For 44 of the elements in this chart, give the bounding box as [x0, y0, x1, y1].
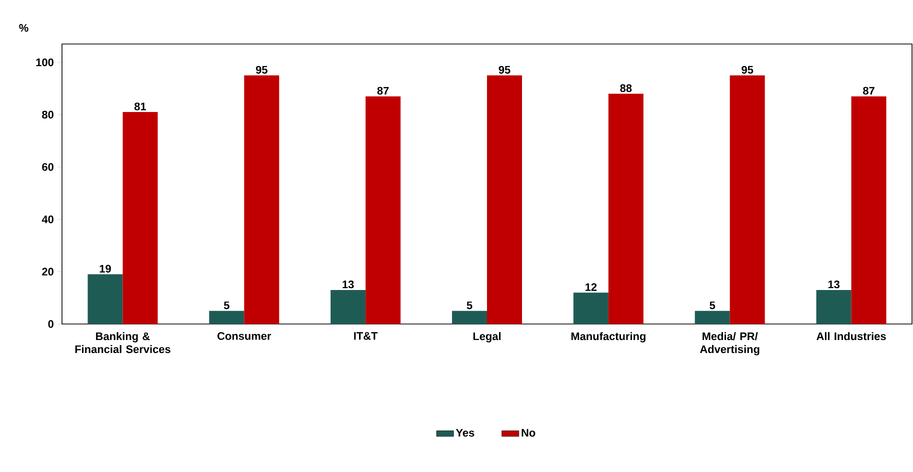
y-tick-label: 60 [42, 163, 54, 171]
bar [366, 96, 401, 324]
data-label: 88 [620, 84, 632, 92]
y-tick-label: 40 [42, 215, 54, 224]
y-axis-title: % [19, 24, 28, 32]
legend-label: No [522, 428, 536, 437]
bar [573, 292, 608, 324]
x-tick-label: Media/ PR/ Advertising [700, 332, 760, 356]
y-tick-label: 20 [42, 268, 54, 276]
bar [122, 112, 158, 324]
bar [487, 75, 522, 324]
bar [816, 290, 852, 324]
data-label: 13 [828, 280, 840, 288]
bar [694, 310, 730, 324]
data-label: 81 [134, 102, 146, 110]
bar [88, 274, 123, 324]
x-tick-label: IT&T [354, 332, 378, 340]
data-label: 13 [342, 280, 354, 288]
bar [452, 310, 487, 324]
bar [608, 94, 644, 324]
y-tick-label: 0 [48, 320, 54, 328]
x-tick-label: Consumer [218, 332, 272, 340]
x-tick-label: Legal [473, 332, 501, 342]
data-label: 12 [586, 283, 597, 291]
data-label: 5 [710, 302, 716, 310]
bar [209, 310, 244, 324]
data-label: 87 [377, 86, 389, 95]
data-label: 5 [224, 302, 230, 310]
bar [330, 290, 366, 324]
legend-label: Yes [456, 428, 474, 437]
data-label: 5 [466, 302, 472, 310]
data-label: 87 [863, 86, 874, 95]
y-tick-label: 80 [42, 110, 54, 119]
bar [851, 96, 886, 324]
x-tick-label: Manufacturing [571, 332, 646, 342]
x-tick-label: Banking & Financial Services [75, 332, 170, 354]
y-tick-label: 100 [36, 58, 54, 66]
bar [244, 75, 280, 324]
x-tick-label: All Industries [816, 332, 886, 340]
data-label: 95 [498, 66, 510, 74]
bar [730, 75, 765, 324]
data-label: 19 [100, 264, 111, 273]
data-label: 95 [742, 66, 754, 74]
data-label: 95 [256, 66, 268, 74]
